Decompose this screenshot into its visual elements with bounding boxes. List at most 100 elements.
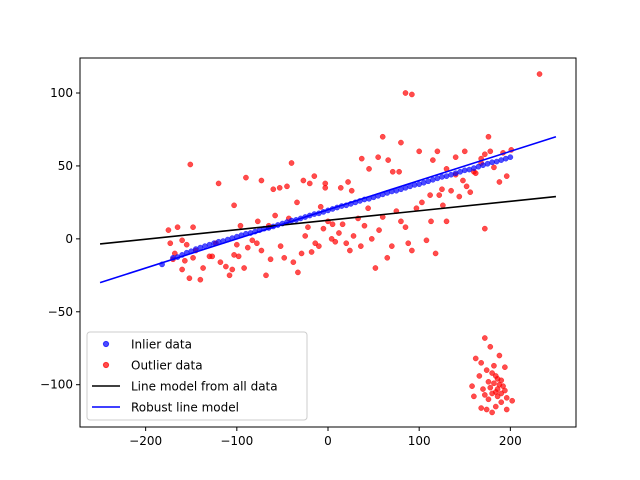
outlier-point-159 xyxy=(503,394,510,401)
outlier-point-89 xyxy=(427,192,433,198)
outlier-point-137 xyxy=(481,335,488,341)
outlier-point-171 xyxy=(502,364,508,371)
outlier-point-22 xyxy=(249,237,256,244)
legend-label-robust-line-model: Robust line model xyxy=(131,401,239,415)
y-tick-label: −100 xyxy=(40,378,73,392)
outlier-point-92 xyxy=(179,266,185,273)
outlier-point-64 xyxy=(413,205,420,212)
outlier-point-134 xyxy=(536,71,543,77)
outlier-point-117 xyxy=(375,154,381,161)
outlier-point-161 xyxy=(498,399,505,406)
outlier-point-43 xyxy=(332,238,339,245)
outlier-point-120 xyxy=(389,168,396,175)
outlier-point-1 xyxy=(167,240,174,247)
outlier-point-2 xyxy=(165,227,172,233)
outlier-point-112 xyxy=(337,184,344,191)
outlier-point-18 xyxy=(233,241,240,248)
outlier-point-160 xyxy=(485,396,492,403)
outlier-point-31 xyxy=(290,259,297,266)
inlier-point-75 xyxy=(507,154,514,161)
outlier-point-140 xyxy=(478,359,485,366)
legend-label-inlier-data: Inlier data xyxy=(131,338,192,352)
outlier-point-136 xyxy=(235,253,242,260)
outlier-point-122 xyxy=(398,139,404,146)
outlier-point-67 xyxy=(428,218,434,225)
outlier-point-48 xyxy=(350,233,357,239)
outlier-point-107 xyxy=(306,180,313,187)
outlier-point-44 xyxy=(336,230,342,236)
outlier-point-71 xyxy=(443,218,450,225)
outlier-point-97 xyxy=(243,174,249,181)
outlier-point-106 xyxy=(300,177,307,184)
outlier-point-19 xyxy=(237,222,244,229)
outlier-point-20 xyxy=(241,265,247,271)
outlier-point-127 xyxy=(434,148,441,155)
outlier-point-29 xyxy=(281,254,288,261)
y-tick-label: 50 xyxy=(58,159,73,173)
outlier-point-104 xyxy=(288,160,295,166)
outlier-point-88 xyxy=(439,186,445,193)
outlier-point-75 xyxy=(460,177,466,184)
outlier-point-81 xyxy=(485,133,492,140)
x-tick-label: −100 xyxy=(220,434,253,448)
outlier-point-84 xyxy=(503,173,510,179)
outlier-point-26 xyxy=(267,256,274,263)
outlier-point-162 xyxy=(471,393,477,400)
outlier-point-74 xyxy=(456,193,463,200)
outlier-point-131 xyxy=(481,225,488,232)
outlier-point-126 xyxy=(430,157,436,163)
legend: Inlier data Outlier data Line model from a… xyxy=(86,331,308,421)
outlier-point-101 xyxy=(270,186,277,193)
outlier-point-165 xyxy=(483,406,490,413)
outlier-point-119 xyxy=(385,157,392,163)
outlier-point-28 xyxy=(277,243,284,249)
outlier-point-82 xyxy=(491,164,497,171)
outlier-point-105 xyxy=(294,199,300,206)
outlier-point-34 xyxy=(302,233,309,239)
outlier-point-170 xyxy=(496,352,503,359)
outlier-point-94 xyxy=(190,224,196,231)
outlier-point-58 xyxy=(388,243,395,249)
outlier-point-50 xyxy=(357,243,364,249)
legend-marker-inlier-data xyxy=(102,340,110,348)
outlier-point-35 xyxy=(305,224,311,231)
outlier-point-5 xyxy=(183,241,190,248)
legend-label-line-model-from-all-data: Line model from all data xyxy=(131,380,278,394)
outlier-point-166 xyxy=(492,403,499,410)
outlier-point-45 xyxy=(339,221,346,228)
outlier-point-4 xyxy=(179,237,185,244)
outlier-point-132 xyxy=(487,148,494,155)
outlier-point-16 xyxy=(226,272,233,279)
y-tick-label: −50 xyxy=(48,305,73,319)
outlier-point-139 xyxy=(472,355,479,362)
outlier-point-103 xyxy=(284,183,290,190)
outlier-point-7 xyxy=(190,254,196,261)
outlier-point-91 xyxy=(182,257,188,264)
outlier-point-121 xyxy=(396,168,402,175)
y-tick-label: 0 xyxy=(65,232,73,246)
outlier-point-150 xyxy=(487,384,494,391)
outlier-point-115 xyxy=(358,155,365,162)
outlier-point-23 xyxy=(254,240,260,247)
outlier-point-135 xyxy=(229,266,236,273)
y-tick-label: 100 xyxy=(50,86,73,100)
outlier-point-55 xyxy=(376,227,382,233)
outlier-point-173 xyxy=(491,362,497,369)
outlier-point-114 xyxy=(348,187,355,194)
outlier-point-38 xyxy=(316,243,322,249)
model-lines xyxy=(99,135,557,284)
outlier-point-138 xyxy=(487,343,494,350)
outlier-point-3 xyxy=(174,224,181,231)
outlier-point-60 xyxy=(398,218,404,225)
outlier-point-83 xyxy=(496,179,503,185)
legend-label-outlier-data: Outlier data xyxy=(131,359,203,373)
x-axis: −200 −100 0 100 200 xyxy=(129,427,522,448)
outlier-point-141 xyxy=(483,367,490,373)
outlier-point-99 xyxy=(258,177,265,184)
outlier-point-164 xyxy=(478,405,485,411)
x-tick-label: 100 xyxy=(408,434,431,448)
outlier-point-124 xyxy=(409,91,415,98)
outlier-point-27 xyxy=(272,212,278,219)
outlier-point-77 xyxy=(467,189,474,196)
